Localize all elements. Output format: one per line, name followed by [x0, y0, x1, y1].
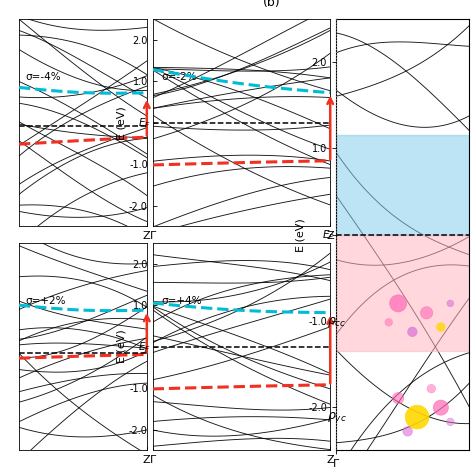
Text: $E_F$: $E_F$ — [138, 340, 151, 354]
Bar — [336, 235, 469, 351]
Text: σ=-2%: σ=-2% — [162, 72, 197, 82]
Text: σ=+2%: σ=+2% — [25, 296, 66, 306]
Text: $E_F$: $E_F$ — [322, 228, 335, 242]
Text: (b): (b) — [263, 0, 281, 9]
Text: $\rho_{cc}$: $\rho_{cc}$ — [327, 315, 346, 329]
Y-axis label: E (eV): E (eV) — [116, 106, 126, 139]
Y-axis label: E (eV): E (eV) — [295, 218, 305, 252]
Text: $E_F$: $E_F$ — [138, 116, 151, 129]
Text: σ=-4%: σ=-4% — [25, 72, 61, 82]
Bar — [336, 136, 469, 235]
Text: σ=+4%: σ=+4% — [162, 296, 202, 306]
Text: $\rho_{vc}$: $\rho_{vc}$ — [327, 410, 346, 424]
Y-axis label: E (eV): E (eV) — [116, 330, 126, 364]
